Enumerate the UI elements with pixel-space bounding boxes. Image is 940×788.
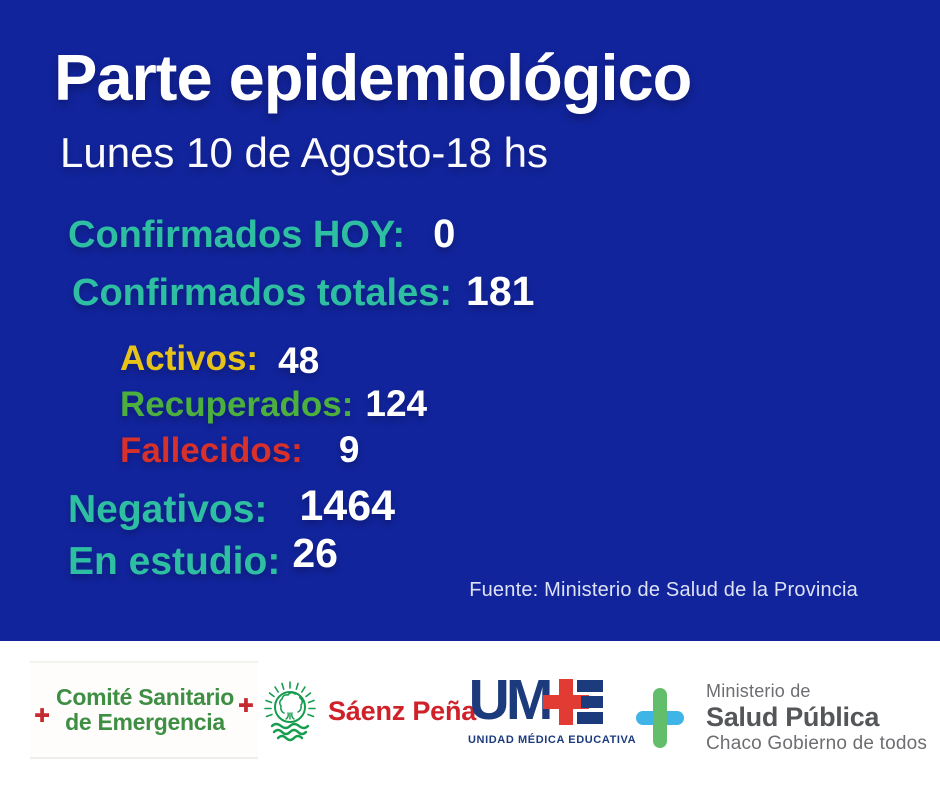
ume-wordmark: UM	[468, 667, 604, 732]
stat-fallecidos-value: 9	[338, 429, 360, 470]
logo-saenz-pena: Sáenz Peña	[262, 679, 476, 743]
stat-en-estudio: En estudio: 26	[68, 530, 338, 584]
page-title: Parte epidemiológico	[54, 41, 692, 114]
stat-confirmados-hoy-value: 0	[433, 212, 456, 256]
ume-um-letters: UM	[468, 667, 554, 732]
logo-ministerio-salud: Ministerio de Salud Pública Chaco Gobier…	[636, 681, 927, 755]
ministerio-line2: Salud Pública	[706, 702, 880, 732]
report-blue-panel: Parte epidemiológico Lunes 10 de Agosto-…	[0, 0, 940, 641]
report-date: Lunes 10 de Agosto-18 hs	[60, 129, 549, 176]
ministerio-text: Ministerio de Salud Pública Chaco Gobier…	[706, 681, 927, 755]
logo-comite-sanitario: ✚ Comité Sanitario de Emergencia ✚	[30, 661, 258, 759]
stat-en-estudio-value: 26	[292, 530, 338, 576]
stat-fallecidos: Fallecidos: 9	[120, 429, 359, 471]
ume-letter-e-bar	[581, 696, 604, 708]
stat-activos-value: 48	[278, 340, 320, 381]
comite-line1: Comité Sanitario	[56, 683, 234, 710]
health-plus-icon	[636, 688, 684, 748]
stat-confirmados-totales-label: Confirmados totales:	[72, 272, 453, 314]
red-cross-icon: ✚	[237, 695, 254, 717]
stat-confirmados-totales-value: 181	[466, 268, 535, 314]
stat-fallecidos-label: Fallecidos:	[120, 431, 303, 470]
stat-negativos: Negativos: 1464	[68, 482, 396, 533]
ministerio-line3: Chaco Gobierno de todos	[706, 733, 928, 754]
ume-cross-e-icon	[543, 675, 604, 729]
red-cross-icon	[543, 695, 590, 709]
logo-ume: UM UNIDAD MÉDICA EDUCATIVA	[468, 667, 637, 746]
red-cross-icon: ✚	[34, 705, 51, 727]
footer-logo-band: ✚ Comité Sanitario de Emergencia ✚	[0, 641, 940, 788]
comite-text: Comité Sanitario de Emergencia	[56, 683, 234, 736]
ume-letter-e-bar	[577, 680, 604, 692]
saenz-pena-wordmark: Sáenz Peña	[328, 695, 477, 726]
stat-recuperados: Recuperados: 124	[120, 383, 427, 425]
stat-confirmados-totales: Confirmados totales: 181	[72, 268, 534, 315]
ume-tagline: UNIDAD MÉDICA EDUCATIVA	[468, 734, 637, 746]
stat-negativos-value: 1464	[299, 482, 396, 530]
stat-recuperados-value: 124	[365, 383, 428, 424]
stat-recuperados-label: Recuperados:	[120, 385, 354, 424]
stat-confirmados-hoy: Confirmados HOY: 0	[68, 212, 455, 257]
stat-activos-label: Activos:	[120, 339, 259, 378]
sun-cotton-water-emblem-icon	[262, 679, 318, 743]
ministerio-line1: Ministerio de	[706, 681, 811, 701]
comite-line2: de Emergencia	[65, 709, 225, 735]
source-note: Fuente: Ministerio de Salud de la Provin…	[469, 579, 858, 601]
stat-negativos-label: Negativos:	[68, 488, 268, 531]
stat-en-estudio-label: En estudio:	[68, 540, 281, 583]
stat-confirmados-hoy-label: Confirmados HOY:	[68, 214, 406, 256]
ume-letter-e-bar	[577, 712, 604, 724]
stat-activos: Activos: 48	[120, 337, 320, 381]
plus-vertical-bar	[653, 688, 667, 748]
